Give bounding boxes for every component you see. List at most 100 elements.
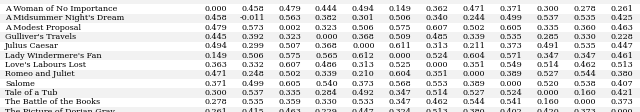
Text: 0.524: 0.524 — [500, 89, 522, 97]
Text: 0.000: 0.000 — [611, 108, 633, 112]
Text: 0.506: 0.506 — [241, 52, 264, 60]
Text: 0.612: 0.612 — [352, 52, 375, 60]
Text: 0.248: 0.248 — [241, 70, 264, 79]
Text: 0.524: 0.524 — [426, 52, 449, 60]
Text: 0.330: 0.330 — [573, 33, 596, 41]
Text: 0.509: 0.509 — [389, 33, 412, 41]
Text: 0.363: 0.363 — [204, 61, 227, 69]
Text: 0.000: 0.000 — [573, 98, 596, 107]
Text: 0.533: 0.533 — [352, 98, 374, 107]
Text: 0.339: 0.339 — [463, 33, 486, 41]
Text: 0.520: 0.520 — [536, 80, 559, 88]
Text: 0.000: 0.000 — [537, 89, 559, 97]
Text: 0.149: 0.149 — [388, 5, 412, 13]
Text: 0.563: 0.563 — [278, 14, 301, 23]
Text: 0.160: 0.160 — [536, 98, 559, 107]
Text: 0.514: 0.514 — [426, 89, 449, 97]
Bar — [0, 98, 640, 107]
Text: 0.149: 0.149 — [204, 52, 227, 60]
Text: 0.368: 0.368 — [315, 42, 338, 51]
Text: 0.278: 0.278 — [573, 5, 596, 13]
Text: 0.447: 0.447 — [352, 108, 374, 112]
Text: 0.492: 0.492 — [352, 89, 375, 97]
Text: 0.462: 0.462 — [573, 61, 596, 69]
Text: 0.605: 0.605 — [278, 80, 301, 88]
Text: 0.527: 0.527 — [463, 89, 485, 97]
Text: 0.479: 0.479 — [278, 5, 301, 13]
Text: 0.535: 0.535 — [500, 33, 522, 41]
Text: 0.565: 0.565 — [315, 52, 338, 60]
Text: 0.210: 0.210 — [352, 70, 374, 79]
Text: 0.211: 0.211 — [463, 42, 486, 51]
Text: 0.373: 0.373 — [352, 80, 374, 88]
Text: 0.525: 0.525 — [389, 61, 412, 69]
Text: 0.368: 0.368 — [352, 33, 374, 41]
Text: 0.389: 0.389 — [463, 80, 486, 88]
Text: -0.011: -0.011 — [240, 14, 265, 23]
Text: 0.463: 0.463 — [611, 24, 633, 32]
Text: 0.389: 0.389 — [500, 70, 522, 79]
Text: 0.494: 0.494 — [352, 5, 375, 13]
Text: 0.313: 0.313 — [426, 42, 449, 51]
Text: 0.380: 0.380 — [611, 70, 633, 79]
Text: 0.371: 0.371 — [500, 5, 522, 13]
Text: 0.568: 0.568 — [389, 80, 412, 88]
Text: 0.499: 0.499 — [241, 80, 264, 88]
Text: 0.604: 0.604 — [463, 52, 486, 60]
Bar — [0, 70, 640, 79]
Bar — [0, 32, 640, 42]
Text: 0.347: 0.347 — [573, 52, 596, 60]
Text: 0.607: 0.607 — [426, 24, 449, 32]
Text: Julius Caesar: Julius Caesar — [5, 42, 59, 51]
Text: The Battle of the Books: The Battle of the Books — [5, 98, 100, 107]
Text: 0.444: 0.444 — [315, 5, 338, 13]
Text: 0.538: 0.538 — [573, 80, 596, 88]
Text: 0.461: 0.461 — [611, 52, 633, 60]
Text: 0.544: 0.544 — [463, 98, 486, 107]
Text: 0.458: 0.458 — [241, 5, 264, 13]
Text: 0.335: 0.335 — [278, 89, 301, 97]
Text: 0.535: 0.535 — [573, 14, 596, 23]
Text: 0.360: 0.360 — [573, 24, 596, 32]
Text: 0.513: 0.513 — [611, 61, 633, 69]
Text: 0.471: 0.471 — [463, 5, 486, 13]
Text: 0.000: 0.000 — [463, 70, 485, 79]
Text: Gulliver's Travels: Gulliver's Travels — [5, 33, 76, 41]
Text: 0.607: 0.607 — [278, 61, 301, 69]
Text: 0.347: 0.347 — [389, 98, 412, 107]
Text: 0.392: 0.392 — [241, 33, 264, 41]
Text: 0.373: 0.373 — [573, 108, 596, 112]
Text: 0.485: 0.485 — [426, 33, 449, 41]
Text: 0.575: 0.575 — [389, 24, 412, 32]
Text: 0.447: 0.447 — [611, 42, 633, 51]
Bar — [0, 79, 640, 88]
Text: 0.425: 0.425 — [611, 14, 633, 23]
Text: 0.324: 0.324 — [388, 108, 412, 112]
Text: 0.549: 0.549 — [500, 61, 522, 69]
Text: 0.462: 0.462 — [426, 98, 449, 107]
Text: 0.458: 0.458 — [204, 14, 227, 23]
Text: A Modest Proposal: A Modest Proposal — [5, 24, 81, 32]
Bar — [0, 51, 640, 60]
Text: 0.479: 0.479 — [204, 24, 227, 32]
Text: 0.420: 0.420 — [536, 108, 559, 112]
Text: 0.544: 0.544 — [573, 70, 596, 79]
Text: 0.000: 0.000 — [426, 61, 449, 69]
Text: 0.000: 0.000 — [315, 33, 338, 41]
Text: 0.261: 0.261 — [204, 108, 227, 112]
Text: 0.382: 0.382 — [315, 14, 338, 23]
Text: 0.499: 0.499 — [500, 14, 522, 23]
Text: 0.506: 0.506 — [389, 14, 412, 23]
Text: Romeo and Juliet: Romeo and Juliet — [5, 70, 75, 79]
Text: 0.553: 0.553 — [426, 80, 449, 88]
Text: 0.000: 0.000 — [204, 5, 227, 13]
Text: 0.507: 0.507 — [278, 42, 301, 51]
Text: 0.300: 0.300 — [536, 5, 559, 13]
Text: 0.571: 0.571 — [500, 52, 522, 60]
Text: 0.575: 0.575 — [278, 52, 301, 60]
Text: 0.301: 0.301 — [352, 14, 374, 23]
Bar — [0, 88, 640, 98]
Text: 0.540: 0.540 — [315, 80, 338, 88]
Text: 0.415: 0.415 — [241, 108, 264, 112]
Bar — [0, 23, 640, 32]
